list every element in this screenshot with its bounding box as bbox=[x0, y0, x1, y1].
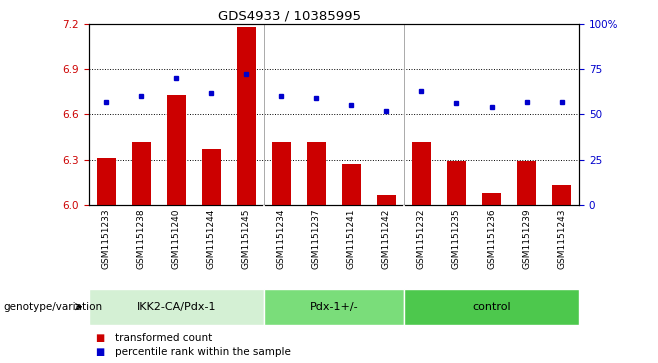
Text: control: control bbox=[472, 302, 511, 312]
Text: GSM1151237: GSM1151237 bbox=[312, 208, 321, 269]
Text: percentile rank within the sample: percentile rank within the sample bbox=[115, 347, 291, 357]
Bar bbox=[412, 142, 431, 205]
Bar bbox=[517, 161, 536, 205]
Bar bbox=[404, 289, 579, 325]
Text: GSM1151243: GSM1151243 bbox=[557, 208, 566, 269]
Text: GSM1151245: GSM1151245 bbox=[242, 208, 251, 269]
Text: IKK2-CA/Pdx-1: IKK2-CA/Pdx-1 bbox=[137, 302, 216, 312]
Text: GSM1151238: GSM1151238 bbox=[137, 208, 146, 269]
Bar bbox=[342, 164, 361, 205]
Bar bbox=[264, 289, 404, 325]
Bar bbox=[202, 149, 221, 205]
Bar bbox=[307, 142, 326, 205]
Text: GSM1151235: GSM1151235 bbox=[452, 208, 461, 269]
Text: GSM1151240: GSM1151240 bbox=[172, 208, 181, 269]
Bar bbox=[377, 195, 396, 205]
Bar bbox=[237, 26, 256, 205]
Text: GSM1151239: GSM1151239 bbox=[522, 208, 531, 269]
Text: GSM1151233: GSM1151233 bbox=[102, 208, 111, 269]
Bar bbox=[447, 161, 466, 205]
Text: genotype/variation: genotype/variation bbox=[3, 302, 103, 312]
Text: ■: ■ bbox=[95, 333, 105, 343]
Bar bbox=[132, 142, 151, 205]
Bar bbox=[166, 95, 186, 205]
Bar bbox=[552, 185, 571, 205]
Bar bbox=[97, 158, 116, 205]
Bar bbox=[482, 193, 501, 205]
Text: ■: ■ bbox=[95, 347, 105, 357]
Bar bbox=[272, 142, 291, 205]
Text: GSM1151242: GSM1151242 bbox=[382, 208, 391, 269]
Text: GSM1151232: GSM1151232 bbox=[417, 208, 426, 269]
Text: GSM1151244: GSM1151244 bbox=[207, 208, 216, 269]
Text: GSM1151241: GSM1151241 bbox=[347, 208, 356, 269]
Text: Pdx-1+/-: Pdx-1+/- bbox=[310, 302, 358, 312]
Text: transformed count: transformed count bbox=[115, 333, 213, 343]
Bar bbox=[89, 289, 264, 325]
Text: GDS4933 / 10385995: GDS4933 / 10385995 bbox=[218, 9, 361, 22]
Text: GSM1151234: GSM1151234 bbox=[277, 208, 286, 269]
Text: GSM1151236: GSM1151236 bbox=[487, 208, 496, 269]
